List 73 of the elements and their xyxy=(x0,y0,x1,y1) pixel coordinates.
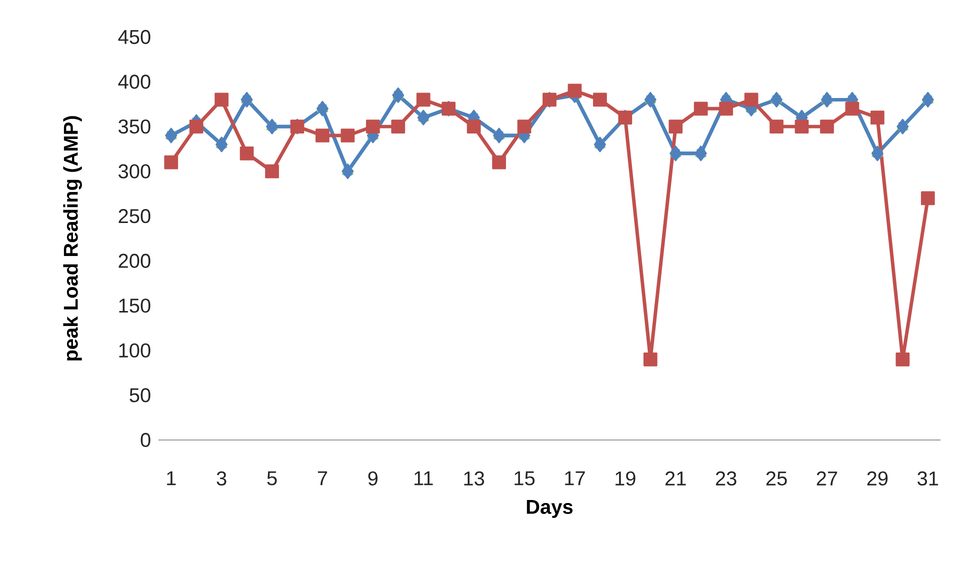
point xyxy=(870,110,884,125)
point xyxy=(466,120,481,134)
point xyxy=(417,110,430,126)
point xyxy=(770,120,784,134)
point xyxy=(920,191,935,206)
point xyxy=(493,128,506,144)
x-tick-label: 7 xyxy=(318,471,328,486)
x-tick-label: 1 xyxy=(167,471,176,486)
point xyxy=(594,136,606,152)
point xyxy=(366,120,380,134)
point xyxy=(643,352,658,366)
point xyxy=(165,128,178,144)
point xyxy=(189,120,204,134)
x-tick-label: 23 xyxy=(716,471,736,486)
x-tick-label: 9 xyxy=(368,471,378,486)
point xyxy=(694,102,708,116)
point xyxy=(240,92,253,108)
y-tick-label: 300 xyxy=(118,164,150,178)
point xyxy=(392,87,404,103)
point xyxy=(668,120,683,134)
point xyxy=(316,128,330,142)
x-tick-label: 31 xyxy=(918,471,938,486)
x-tick-label: 29 xyxy=(867,471,888,486)
point xyxy=(719,102,734,116)
x-tick-label: 19 xyxy=(616,471,636,486)
y-tick-label: 0 xyxy=(140,432,150,448)
point xyxy=(342,164,354,180)
x-tick-label: 17 xyxy=(565,471,585,486)
x-axis-title: Days xyxy=(526,500,573,518)
point xyxy=(216,136,228,152)
point xyxy=(492,155,506,170)
x-tick-label: 25 xyxy=(766,471,787,486)
point xyxy=(214,92,229,107)
y-tick-label: 450 xyxy=(118,30,150,44)
point xyxy=(240,146,254,160)
x-tick-label: 21 xyxy=(666,471,686,486)
y-tick-label: 200 xyxy=(118,254,150,268)
point xyxy=(670,146,682,162)
point xyxy=(845,102,860,116)
point xyxy=(644,92,656,108)
point xyxy=(922,92,934,108)
y-tick-label: 150 xyxy=(119,298,150,313)
point xyxy=(871,146,884,162)
y-tick-label: 350 xyxy=(118,119,150,134)
point xyxy=(416,92,430,107)
x-tick-label: 27 xyxy=(816,471,838,486)
point xyxy=(744,92,758,107)
point xyxy=(593,92,607,107)
point xyxy=(820,92,833,108)
point xyxy=(794,120,809,134)
point xyxy=(265,164,279,178)
y-axis-title: peak Load Reading (AMP) xyxy=(63,116,82,361)
x-tick-label: 5 xyxy=(267,471,277,486)
point xyxy=(770,92,783,108)
y-tick-label: 50 xyxy=(130,388,150,402)
point xyxy=(266,118,278,134)
point xyxy=(391,120,406,134)
y-tick-label: 250 xyxy=(118,209,150,224)
x-tick-label: 15 xyxy=(514,471,535,486)
point xyxy=(694,146,707,162)
x-tick-label: 3 xyxy=(216,471,226,486)
x-tick-label: 11 xyxy=(414,471,433,486)
x-tick-label: 13 xyxy=(464,471,484,486)
point xyxy=(316,100,328,116)
point xyxy=(164,155,178,170)
point xyxy=(896,118,909,134)
point xyxy=(517,120,532,134)
point xyxy=(896,352,910,366)
y-tick-label: 400 xyxy=(118,74,150,89)
point xyxy=(568,84,582,98)
point xyxy=(820,120,834,134)
point xyxy=(340,128,355,142)
y-tick-label: 100 xyxy=(119,343,150,358)
